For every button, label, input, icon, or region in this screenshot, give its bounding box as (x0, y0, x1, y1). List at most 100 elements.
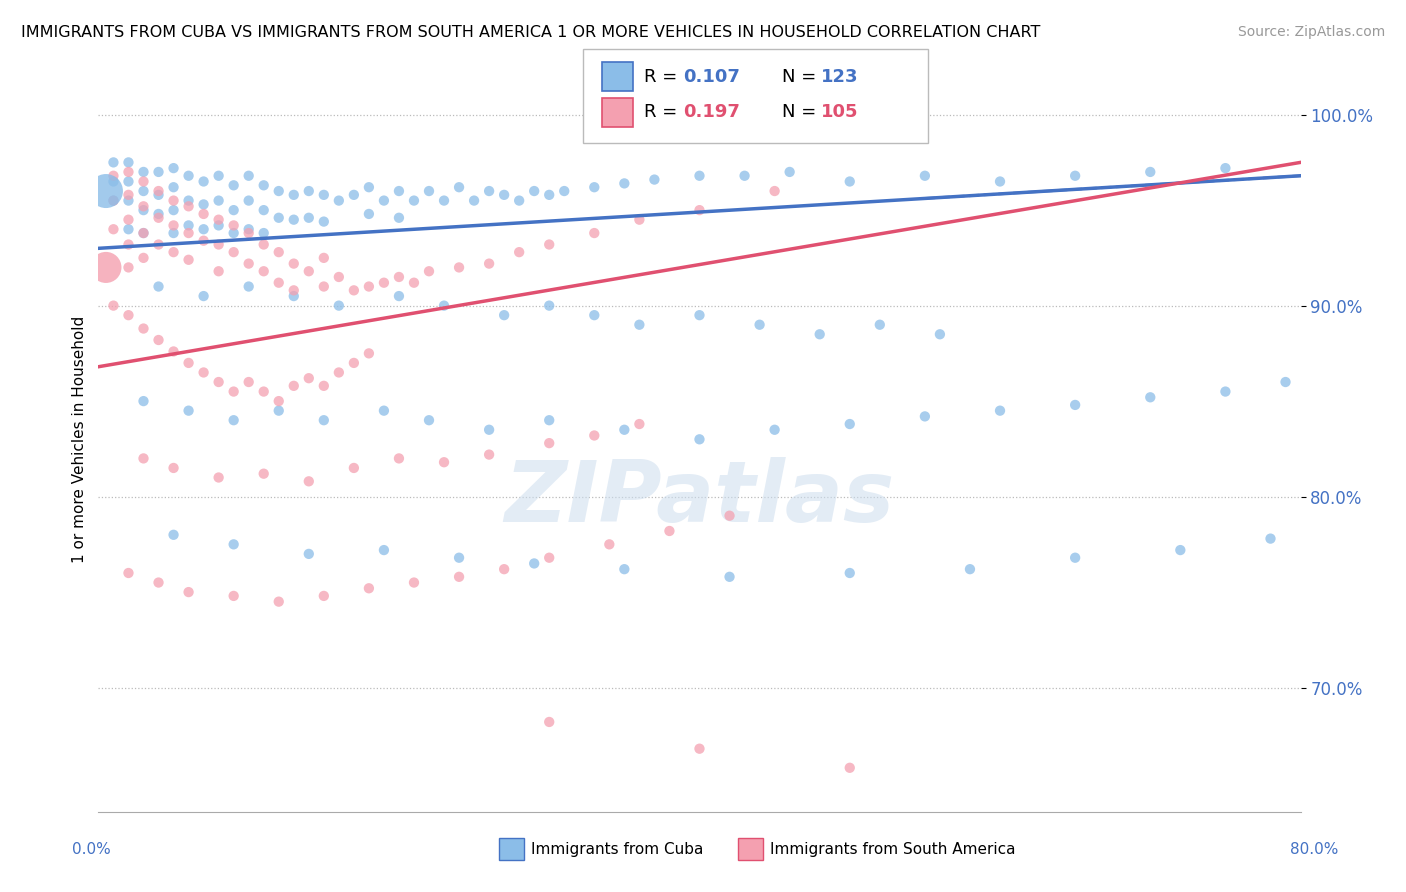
Point (373, 276, 395, 290)
Point (208, 219, 231, 233)
Point (433, 194, 456, 208)
Point (132, 394, 155, 409)
Point (162, 203, 184, 218)
Point (478, 184, 501, 198)
Point (267, 245, 290, 260)
Point (117, 212, 139, 227)
Point (914, 409, 936, 424)
Point (222, 589, 245, 603)
Point (688, 432, 710, 446)
Point (298, 211, 321, 225)
Point (177, 194, 200, 208)
Point (508, 194, 530, 208)
Point (538, 299, 561, 313)
Point (253, 226, 276, 240)
Point (238, 194, 260, 208)
Point (1260, 532, 1282, 546)
Point (253, 237, 276, 252)
Point (222, 203, 245, 218)
Point (508, 245, 530, 260)
Point (869, 318, 891, 332)
Point (613, 423, 636, 437)
Point (328, 270, 350, 285)
Point (447, 570, 470, 584)
Point (162, 161, 184, 175)
Point (643, 172, 665, 186)
Point (808, 327, 831, 342)
Point (117, 308, 139, 322)
Point (283, 283, 305, 297)
Point (162, 180, 184, 194)
Point (222, 178, 245, 193)
Point (177, 219, 200, 233)
Point (253, 203, 276, 218)
Point (177, 252, 200, 267)
Text: N =: N = (782, 103, 821, 121)
Point (208, 169, 231, 183)
Point (193, 366, 215, 380)
Point (763, 184, 786, 198)
Point (312, 413, 335, 427)
Point (132, 226, 155, 240)
Point (267, 211, 290, 225)
Point (132, 251, 155, 265)
Point (312, 589, 335, 603)
Point (267, 276, 290, 290)
Point (103, 174, 125, 188)
Point (343, 461, 366, 475)
Point (208, 212, 231, 227)
Point (388, 184, 411, 198)
Point (718, 508, 741, 523)
Point (388, 451, 411, 466)
Point (208, 470, 231, 484)
Point (132, 226, 155, 240)
Point (1064, 169, 1087, 183)
Point (177, 403, 200, 417)
Point (388, 270, 411, 285)
Point (117, 222, 139, 236)
Point (208, 194, 231, 208)
Point (222, 245, 245, 260)
Y-axis label: 1 or more Vehicles in Household: 1 or more Vehicles in Household (72, 316, 87, 563)
Point (298, 547, 321, 561)
Point (523, 557, 546, 571)
Point (779, 165, 801, 179)
Point (357, 346, 380, 360)
Point (148, 279, 170, 293)
Point (959, 562, 981, 576)
Point (148, 207, 170, 221)
Text: Immigrants from Cuba: Immigrants from Cuba (531, 842, 704, 856)
Point (103, 155, 125, 169)
Point (538, 187, 561, 202)
Point (267, 394, 290, 409)
Point (388, 211, 411, 225)
Point (238, 279, 260, 293)
Point (628, 417, 651, 431)
Point (328, 299, 350, 313)
Point (103, 299, 125, 313)
Point (583, 428, 606, 442)
Point (343, 356, 366, 370)
Point (132, 321, 155, 335)
Point (208, 375, 231, 389)
Point (357, 581, 380, 595)
Point (357, 279, 380, 293)
Point (132, 165, 155, 179)
Point (148, 575, 170, 590)
Point (357, 180, 380, 194)
Point (312, 214, 335, 228)
Point (494, 187, 516, 202)
Point (148, 333, 170, 347)
Point (447, 180, 470, 194)
Point (162, 194, 184, 208)
Point (988, 174, 1011, 188)
Point (538, 550, 561, 565)
Point (312, 379, 335, 393)
Point (688, 308, 710, 322)
Point (193, 197, 215, 211)
Point (929, 327, 952, 342)
Point (478, 423, 501, 437)
Point (312, 187, 335, 202)
Text: 80.0%: 80.0% (1291, 842, 1339, 856)
Point (148, 187, 170, 202)
